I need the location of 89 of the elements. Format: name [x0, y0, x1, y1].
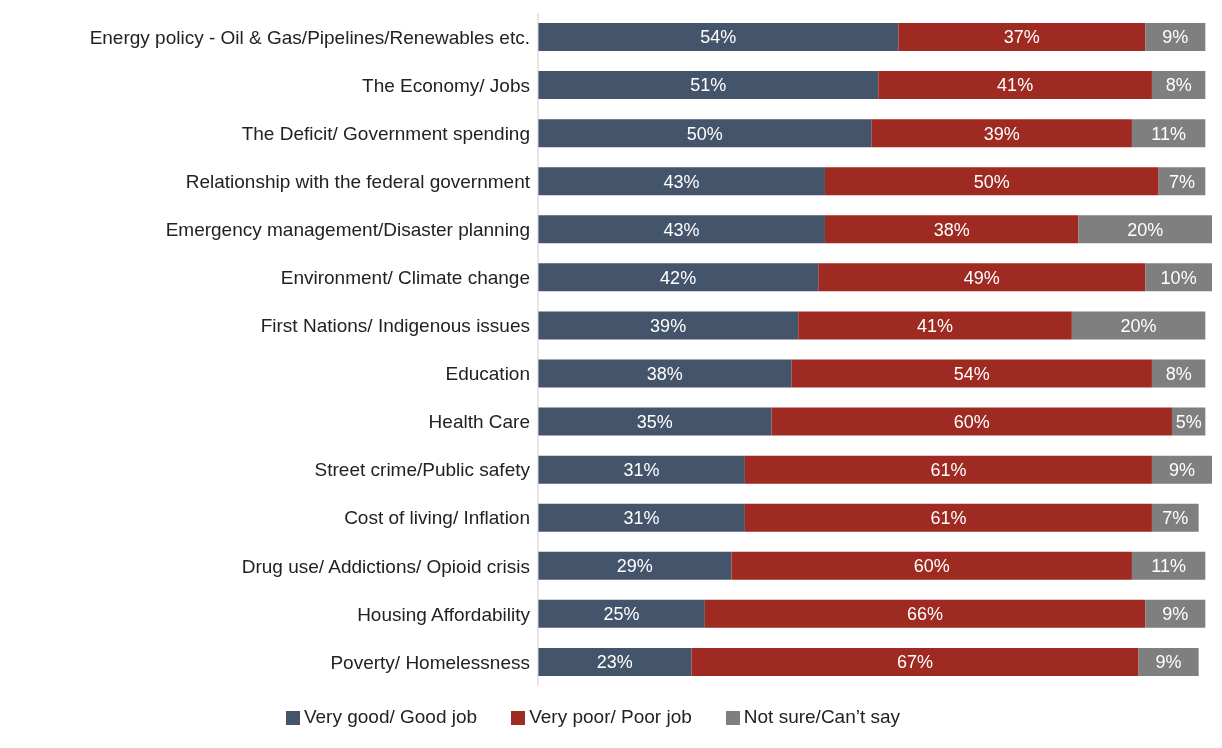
data-label: 20% [1120, 315, 1157, 336]
data-label: 37% [1003, 27, 1040, 48]
y-tick-label: Relationship with the federal government [185, 170, 531, 192]
bar [538, 647, 692, 676]
bar [538, 23, 899, 51]
data-label: 7% [1168, 171, 1195, 192]
bar [771, 407, 1172, 436]
data-label: 43% [663, 219, 700, 240]
bar [898, 23, 1146, 51]
bar [824, 215, 1079, 244]
bar [871, 119, 1132, 148]
y-tick-label: Energy policy - Oil & Gas/Pipelines/Renewables etc. [89, 26, 530, 48]
data-label: 31% [623, 460, 660, 481]
legend-label: Not sure/Can’t say [743, 706, 901, 727]
data-label: 7% [1162, 508, 1189, 529]
y-tick-label: The Deficit/ Government spending [241, 122, 530, 144]
data-label: 50% [686, 123, 723, 144]
data-label: 54% [700, 27, 737, 48]
data-label: 50% [973, 171, 1010, 192]
data-label: 29% [616, 556, 653, 577]
y-tick-label: Environment/ Climate change [280, 267, 530, 289]
data-label: 11% [1151, 123, 1186, 144]
data-label: 41% [917, 315, 954, 336]
bar [1078, 215, 1212, 244]
data-label: 60% [953, 411, 990, 432]
bar [538, 455, 745, 484]
bar [704, 599, 1146, 628]
data-label: 8% [1165, 75, 1192, 96]
y-tick-label: First Nations/ Indigenous issues [260, 315, 530, 337]
data-label: 5% [1175, 411, 1202, 432]
bar [538, 503, 745, 532]
data-label: 39% [650, 315, 687, 336]
data-label: 25% [603, 604, 640, 625]
data-label: 9% [1162, 27, 1189, 48]
y-tick-label: Poverty/ Homelessness [330, 651, 530, 673]
data-label: 41% [997, 75, 1034, 96]
bar [1071, 311, 1206, 340]
data-label: 38% [933, 219, 970, 240]
bar [824, 167, 1159, 196]
bar [538, 119, 872, 148]
bar [538, 71, 879, 100]
data-label: 42% [660, 267, 697, 288]
data-label: 39% [983, 123, 1020, 144]
bar [538, 359, 792, 388]
data-label: 38% [646, 363, 683, 384]
y-tick-label: Emergency management/Disaster planning [165, 219, 530, 241]
data-label: 61% [930, 508, 967, 529]
y-tick-label: Cost of living/ Inflation [344, 507, 530, 529]
bar [538, 263, 819, 292]
legend-label: Very good/ Good job [303, 706, 478, 727]
data-label: 67% [897, 652, 934, 673]
data-label: 66% [907, 604, 944, 625]
data-label: 10% [1160, 267, 1197, 288]
bar [538, 407, 772, 436]
bar [818, 263, 1146, 292]
bar [744, 455, 1152, 484]
data-label: 23% [596, 652, 633, 673]
bar [538, 311, 799, 340]
bar [538, 167, 825, 196]
bar [791, 359, 1152, 388]
data-label: 43% [663, 171, 700, 192]
data-label: 9% [1155, 652, 1182, 673]
data-label: 35% [636, 411, 673, 432]
legend-label: Very poor/ Poor job [529, 706, 692, 727]
bar [538, 599, 705, 628]
y-tick-label: Health Care [428, 411, 530, 433]
y-tick-label: Education [445, 363, 530, 385]
y-tick-label: Housing Affordability [357, 603, 531, 625]
data-label: 49% [963, 267, 1000, 288]
y-tick-label: Street crime/Public safety [314, 459, 531, 481]
bar [538, 551, 732, 580]
data-label: 8% [1165, 363, 1192, 384]
data-label: 20% [1127, 219, 1164, 240]
data-label: 11% [1151, 556, 1186, 577]
data-label: 51% [690, 75, 727, 96]
bar [744, 503, 1152, 532]
bar [798, 311, 1072, 340]
bar [878, 71, 1152, 100]
y-tick-label: The Economy/ Jobs [362, 74, 530, 96]
bar [691, 647, 1139, 676]
data-label: 9% [1168, 460, 1195, 481]
data-label: 54% [953, 363, 990, 384]
bar [731, 551, 1132, 580]
data-label: 60% [913, 556, 950, 577]
y-tick-label: Drug use/ Addictions/ Opioid crisis [241, 555, 530, 577]
data-label: 61% [930, 460, 967, 481]
data-label: 9% [1162, 604, 1189, 625]
bar [538, 215, 825, 244]
data-label: 31% [623, 508, 660, 529]
